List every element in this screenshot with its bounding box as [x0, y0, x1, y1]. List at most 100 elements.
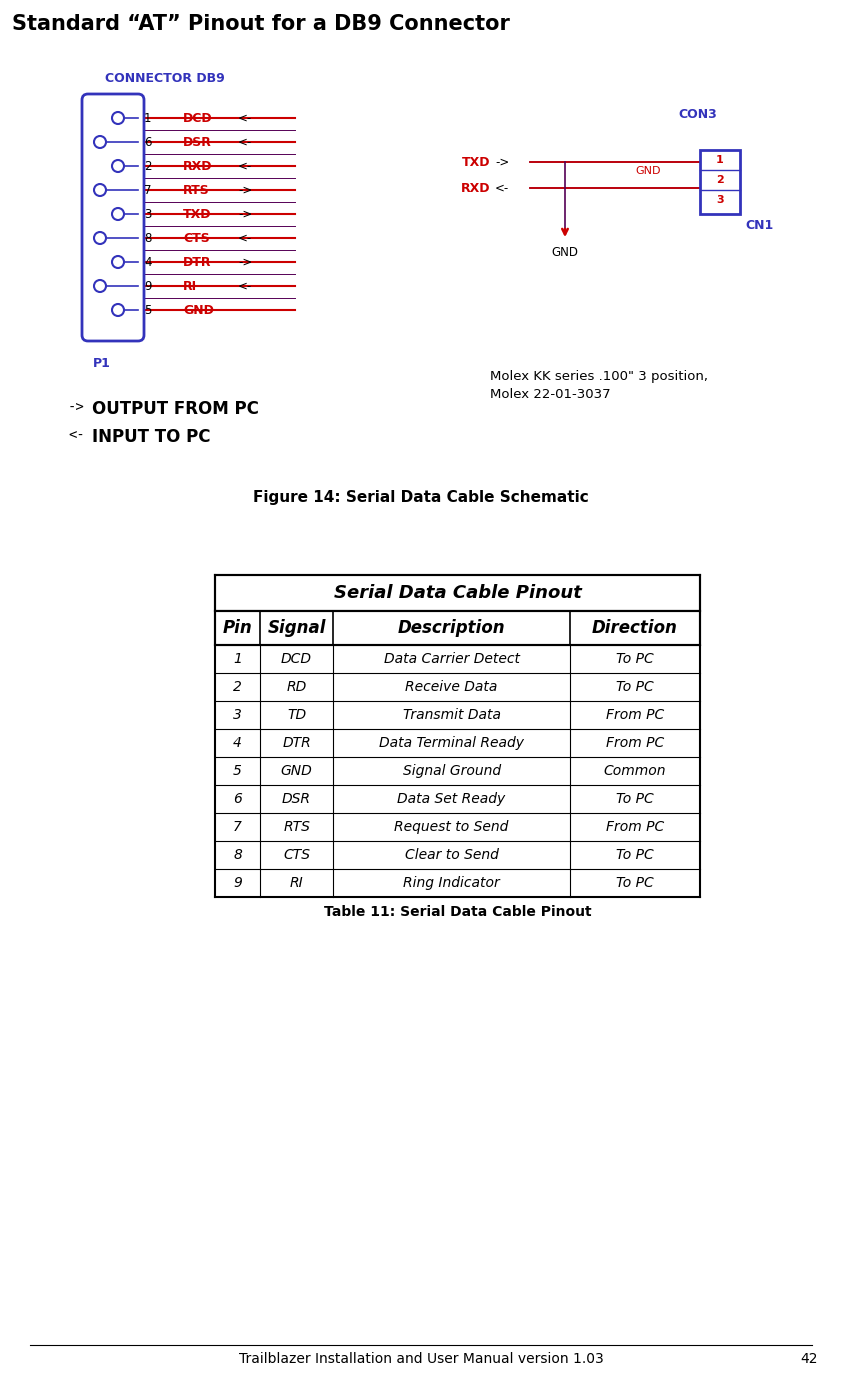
Text: From PC: From PC — [605, 736, 664, 750]
Text: <-: <- — [238, 111, 253, 124]
Text: Standard “AT” Pinout for a DB9 Connector: Standard “AT” Pinout for a DB9 Connector — [12, 14, 510, 34]
Text: 6: 6 — [144, 135, 152, 149]
Bar — [215, 729, 700, 757]
Text: Transmit Data: Transmit Data — [402, 709, 501, 722]
Text: Request to Send: Request to Send — [394, 820, 509, 834]
Text: Data Set Ready: Data Set Ready — [397, 793, 506, 806]
Text: <-: <- — [238, 279, 253, 293]
Bar — [215, 870, 700, 897]
Text: To PC: To PC — [616, 652, 654, 666]
Text: Molex 22-01-3037: Molex 22-01-3037 — [490, 388, 610, 400]
Text: 2: 2 — [144, 160, 152, 172]
Text: INPUT TO PC: INPUT TO PC — [92, 428, 210, 446]
Text: ->: -> — [495, 155, 509, 168]
Text: TXD: TXD — [183, 208, 211, 220]
Text: RI: RI — [183, 279, 197, 293]
Text: Table 11: Serial Data Cable Pinout: Table 11: Serial Data Cable Pinout — [323, 905, 591, 919]
Bar — [215, 757, 700, 784]
Text: P1: P1 — [93, 356, 111, 370]
Text: To PC: To PC — [616, 793, 654, 806]
Text: GND: GND — [183, 304, 214, 316]
Text: TD: TD — [287, 709, 306, 722]
Text: CN1: CN1 — [745, 219, 773, 233]
Text: Clear to Send: Clear to Send — [405, 848, 498, 861]
Text: GND: GND — [635, 166, 660, 176]
Text: <-: <- — [238, 160, 253, 172]
Text: Trailblazer Installation and User Manual version 1.03: Trailblazer Installation and User Manual… — [238, 1353, 604, 1366]
Text: OUTPUT FROM PC: OUTPUT FROM PC — [92, 400, 258, 418]
Text: ->: -> — [238, 256, 253, 268]
Text: CTS: CTS — [283, 848, 310, 861]
Text: To PC: To PC — [616, 680, 654, 694]
Text: RXD: RXD — [461, 182, 490, 194]
Text: DSR: DSR — [183, 135, 212, 149]
Text: 3: 3 — [717, 195, 724, 205]
Text: RTS: RTS — [183, 183, 210, 197]
FancyBboxPatch shape — [82, 94, 144, 341]
Text: DSR: DSR — [282, 793, 312, 806]
Text: 4: 4 — [233, 736, 242, 750]
Text: Pin: Pin — [222, 619, 253, 637]
Text: DCD: DCD — [281, 652, 312, 666]
Text: ->: -> — [238, 208, 253, 220]
Text: 3: 3 — [233, 709, 242, 722]
Text: 9: 9 — [233, 877, 242, 890]
Text: Serial Data Cable Pinout: Serial Data Cable Pinout — [333, 583, 582, 603]
Text: RI: RI — [290, 877, 303, 890]
Bar — [215, 813, 700, 841]
Text: Ring Indicator: Ring Indicator — [403, 877, 500, 890]
Bar — [700, 150, 740, 215]
Text: <-: <- — [68, 428, 85, 442]
Text: CONNECTOR DB9: CONNECTOR DB9 — [105, 72, 225, 85]
Text: <-: <- — [238, 135, 253, 149]
Text: Direction: Direction — [592, 619, 678, 637]
Text: GND: GND — [280, 764, 312, 777]
Text: 1: 1 — [717, 155, 724, 165]
Bar — [215, 611, 700, 645]
Text: Data Terminal Ready: Data Terminal Ready — [379, 736, 524, 750]
Text: Signal Ground: Signal Ground — [402, 764, 501, 777]
Text: 2: 2 — [717, 175, 724, 184]
Text: <-: <- — [495, 182, 509, 194]
Text: DTR: DTR — [282, 736, 311, 750]
Bar — [215, 841, 700, 870]
Text: 9: 9 — [144, 279, 152, 293]
Text: <-: <- — [238, 231, 253, 245]
Text: ->: -> — [238, 183, 253, 197]
Text: CON3: CON3 — [678, 107, 717, 121]
Text: Receive Data: Receive Data — [405, 680, 498, 694]
Text: CTS: CTS — [183, 231, 210, 245]
Bar — [215, 673, 700, 700]
Text: RD: RD — [286, 680, 306, 694]
Text: DCD: DCD — [183, 111, 213, 124]
Text: 5: 5 — [233, 764, 242, 777]
Text: From PC: From PC — [605, 820, 664, 834]
Text: 3: 3 — [144, 208, 152, 220]
Text: Figure 14: Serial Data Cable Schematic: Figure 14: Serial Data Cable Schematic — [253, 490, 589, 505]
Bar — [215, 575, 700, 611]
Bar — [215, 700, 700, 729]
Text: 8: 8 — [144, 231, 152, 245]
Text: 6: 6 — [233, 793, 242, 806]
Text: Common: Common — [604, 764, 666, 777]
Bar — [215, 784, 700, 813]
Text: 8: 8 — [233, 848, 242, 861]
Text: Signal: Signal — [268, 619, 326, 637]
Text: From PC: From PC — [605, 709, 664, 722]
Text: Data Carrier Detect: Data Carrier Detect — [384, 652, 520, 666]
Text: RXD: RXD — [183, 160, 212, 172]
Text: 7: 7 — [233, 820, 242, 834]
Text: Description: Description — [397, 619, 505, 637]
Text: 2: 2 — [233, 680, 242, 694]
Text: 1: 1 — [233, 652, 242, 666]
Bar — [215, 645, 700, 673]
Text: To PC: To PC — [616, 877, 654, 890]
Text: 7: 7 — [144, 183, 152, 197]
Text: 5: 5 — [144, 304, 152, 316]
Text: 1: 1 — [144, 111, 152, 124]
Text: 42: 42 — [800, 1353, 818, 1366]
Text: DTR: DTR — [183, 256, 211, 268]
Text: RTS: RTS — [283, 820, 310, 834]
Text: Molex KK series .100" 3 position,: Molex KK series .100" 3 position, — [490, 370, 708, 383]
Text: ->: -> — [68, 400, 85, 414]
